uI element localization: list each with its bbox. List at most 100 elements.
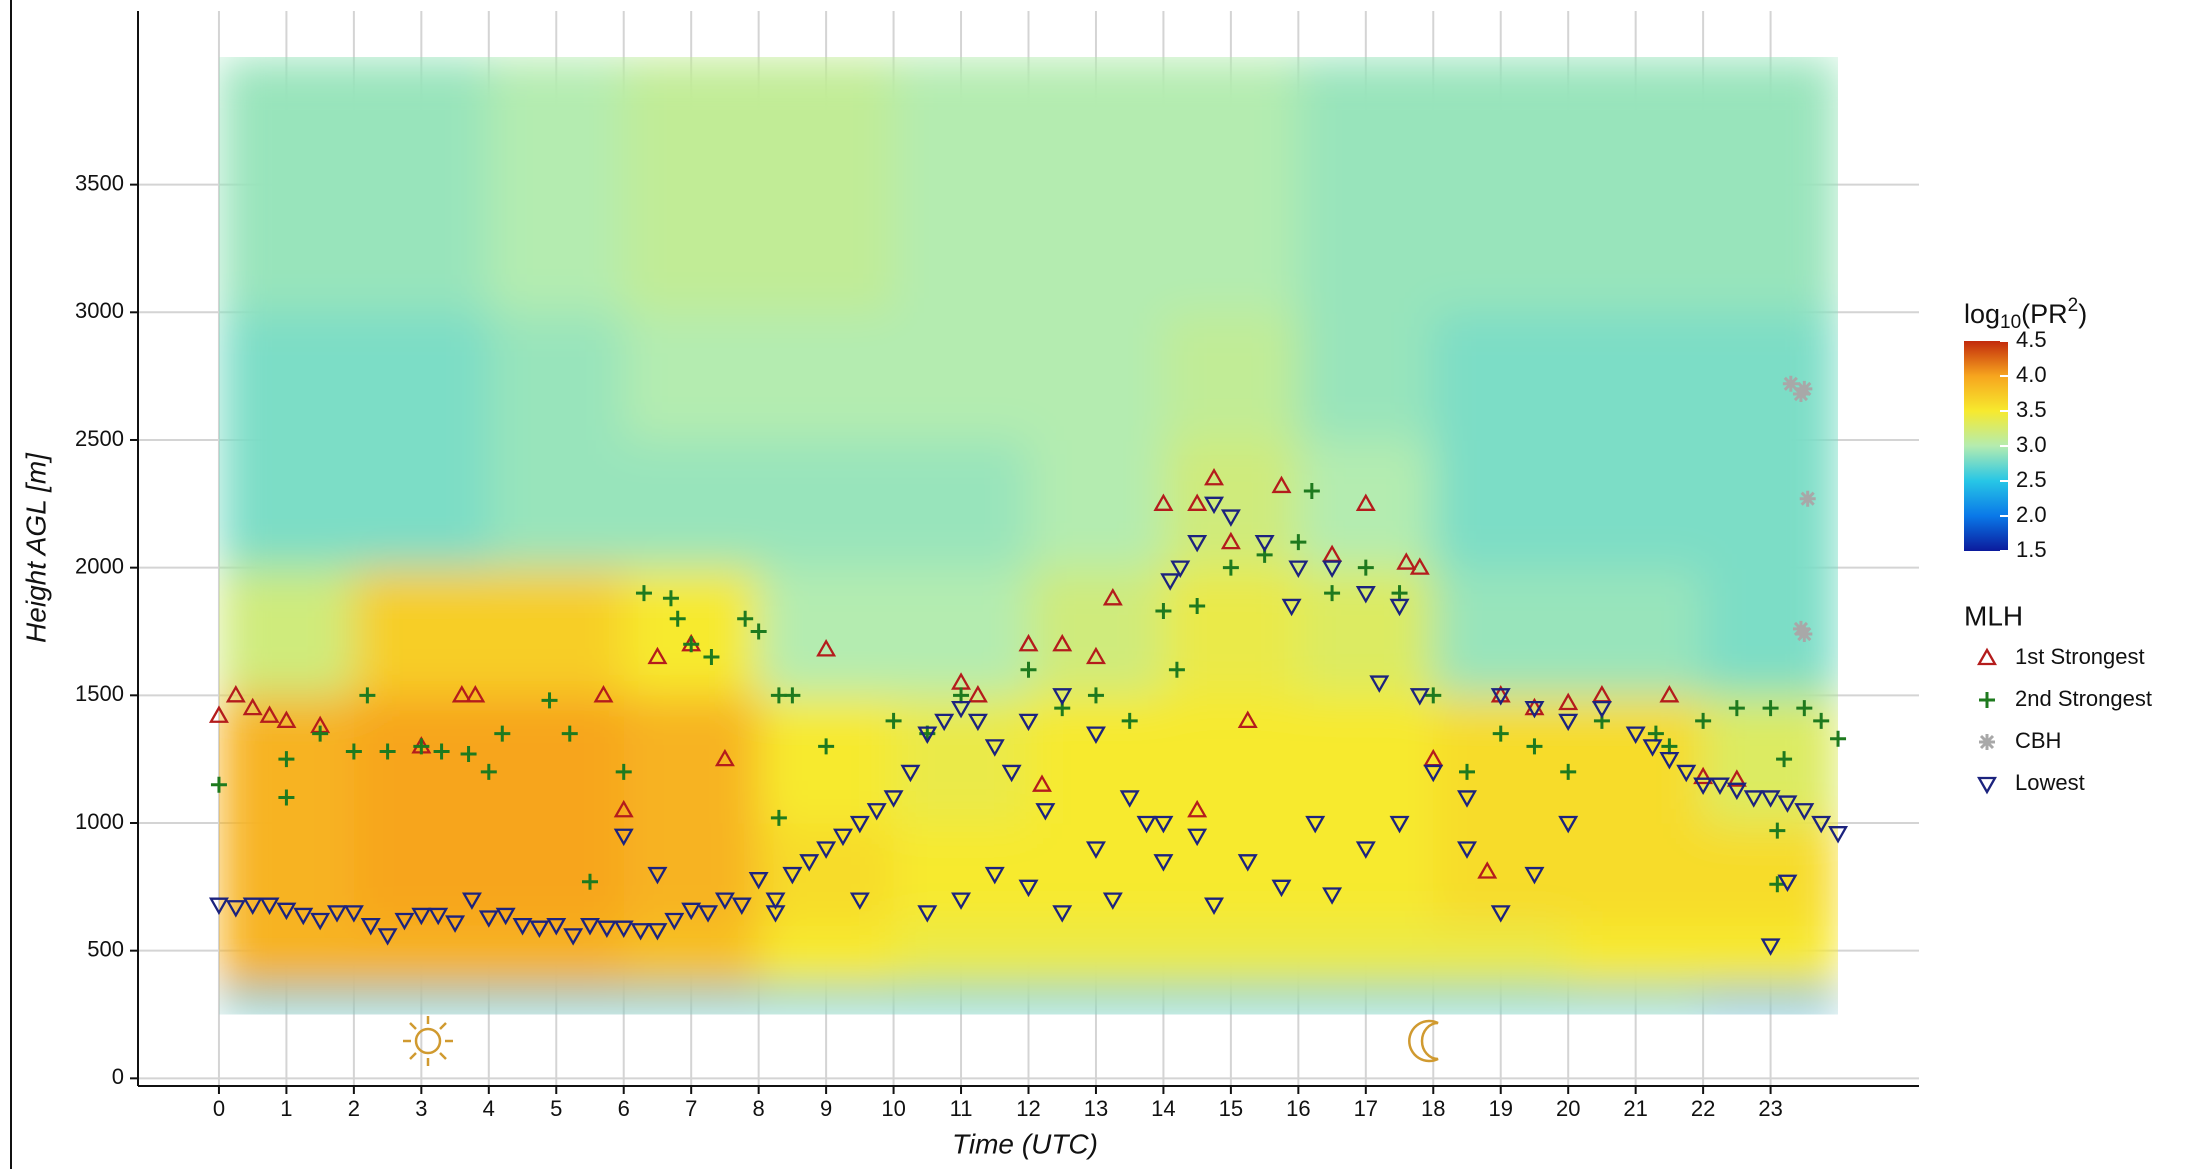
heatmap-cell bbox=[623, 988, 760, 1015]
point bbox=[1052, 688, 1073, 706]
point bbox=[1558, 815, 1579, 834]
heatmap-cell bbox=[758, 695, 895, 824]
heatmap-cell bbox=[218, 567, 355, 696]
heatmap-cell bbox=[218, 56, 355, 313]
point bbox=[748, 872, 769, 890]
x-tick-label: 15 bbox=[1219, 1096, 1243, 1121]
point bbox=[1136, 815, 1157, 834]
point bbox=[1693, 777, 1714, 796]
heatmap-cell bbox=[1568, 56, 1704, 313]
point bbox=[1355, 586, 1376, 604]
point bbox=[1760, 790, 1781, 808]
colorbar-tick-label: 2.5 bbox=[2016, 467, 2047, 492]
colorbar-tick-label: 4.5 bbox=[2016, 327, 2047, 352]
point bbox=[1796, 700, 1813, 717]
x-tick-label: 22 bbox=[1691, 1096, 1715, 1121]
heatmap-cell bbox=[1028, 695, 1164, 824]
point bbox=[1591, 700, 1612, 719]
point bbox=[1813, 712, 1830, 729]
point bbox=[1391, 585, 1408, 602]
x-tick-label: 4 bbox=[483, 1096, 495, 1121]
point bbox=[770, 809, 787, 826]
heatmap-cell bbox=[488, 439, 625, 569]
point bbox=[1155, 603, 1172, 620]
point bbox=[242, 897, 263, 916]
point bbox=[1760, 938, 1781, 956]
heatmap-cell bbox=[1163, 695, 1299, 824]
heatmap-cell bbox=[623, 822, 760, 926]
point bbox=[278, 751, 295, 768]
point bbox=[1457, 790, 1477, 808]
point bbox=[580, 917, 600, 936]
colorbar-title-part: 2 bbox=[2068, 295, 2079, 316]
heatmap-cell bbox=[1028, 312, 1164, 441]
legend-symbol bbox=[1977, 776, 1997, 795]
point bbox=[1290, 534, 1307, 551]
point bbox=[433, 743, 450, 760]
point bbox=[1777, 874, 1798, 893]
point bbox=[917, 905, 938, 923]
point bbox=[1324, 585, 1341, 602]
heatmap-cell bbox=[1028, 988, 1164, 1015]
point bbox=[832, 828, 853, 847]
point bbox=[1492, 725, 1509, 742]
point bbox=[1153, 815, 1174, 834]
point bbox=[1052, 633, 1073, 652]
heatmap-cell bbox=[1433, 695, 1569, 824]
point bbox=[1052, 905, 1073, 923]
heatmap-cell bbox=[1568, 567, 1704, 696]
point bbox=[1018, 713, 1039, 732]
point bbox=[731, 897, 752, 916]
colorbar-tick-label: 2.0 bbox=[2016, 502, 2047, 527]
point bbox=[1153, 854, 1174, 872]
point bbox=[495, 907, 516, 926]
point bbox=[1642, 739, 1663, 757]
point bbox=[1035, 803, 1056, 821]
point bbox=[1693, 766, 1714, 785]
heatmap-cell bbox=[1568, 439, 1704, 569]
point bbox=[984, 866, 1005, 885]
heatmap-cell bbox=[1028, 567, 1164, 696]
x-tick-label: 9 bbox=[820, 1096, 832, 1121]
point bbox=[664, 912, 685, 931]
point bbox=[1271, 879, 1292, 898]
point bbox=[647, 923, 668, 941]
point bbox=[1121, 712, 1138, 729]
point bbox=[765, 905, 786, 923]
point bbox=[563, 928, 584, 946]
y-tick-label: 3000 bbox=[75, 298, 124, 323]
point bbox=[394, 912, 415, 931]
point bbox=[934, 713, 955, 732]
heatmap-cell bbox=[623, 695, 760, 824]
point bbox=[1558, 713, 1579, 732]
colorbar-tick-label: 1.5 bbox=[2016, 537, 2047, 562]
point bbox=[1204, 496, 1225, 515]
point bbox=[714, 892, 735, 910]
heatmap-cell bbox=[353, 567, 490, 696]
x-tick-label: 16 bbox=[1286, 1096, 1310, 1121]
point bbox=[1661, 738, 1678, 755]
point bbox=[529, 920, 550, 939]
heatmap-cell bbox=[893, 439, 1029, 569]
point bbox=[900, 764, 921, 783]
colorbar-title-part: ) bbox=[2078, 299, 2087, 329]
point bbox=[1409, 688, 1430, 706]
point bbox=[885, 712, 902, 729]
point bbox=[1355, 493, 1376, 511]
heatmap-cell bbox=[623, 312, 760, 441]
point bbox=[411, 907, 432, 926]
point bbox=[208, 705, 229, 723]
heatmap-cell bbox=[1568, 988, 1704, 1015]
point bbox=[541, 692, 558, 709]
point bbox=[1254, 534, 1275, 553]
point bbox=[703, 649, 720, 666]
heatmap-cell bbox=[1028, 56, 1164, 313]
heatmap-cell bbox=[893, 925, 1029, 990]
legend-label: 1st Strongest bbox=[2015, 644, 2145, 669]
point bbox=[1524, 866, 1545, 885]
heatmap-cell bbox=[758, 439, 895, 569]
point bbox=[1560, 763, 1577, 780]
point bbox=[445, 915, 466, 933]
heatmap-cell bbox=[893, 822, 1029, 926]
